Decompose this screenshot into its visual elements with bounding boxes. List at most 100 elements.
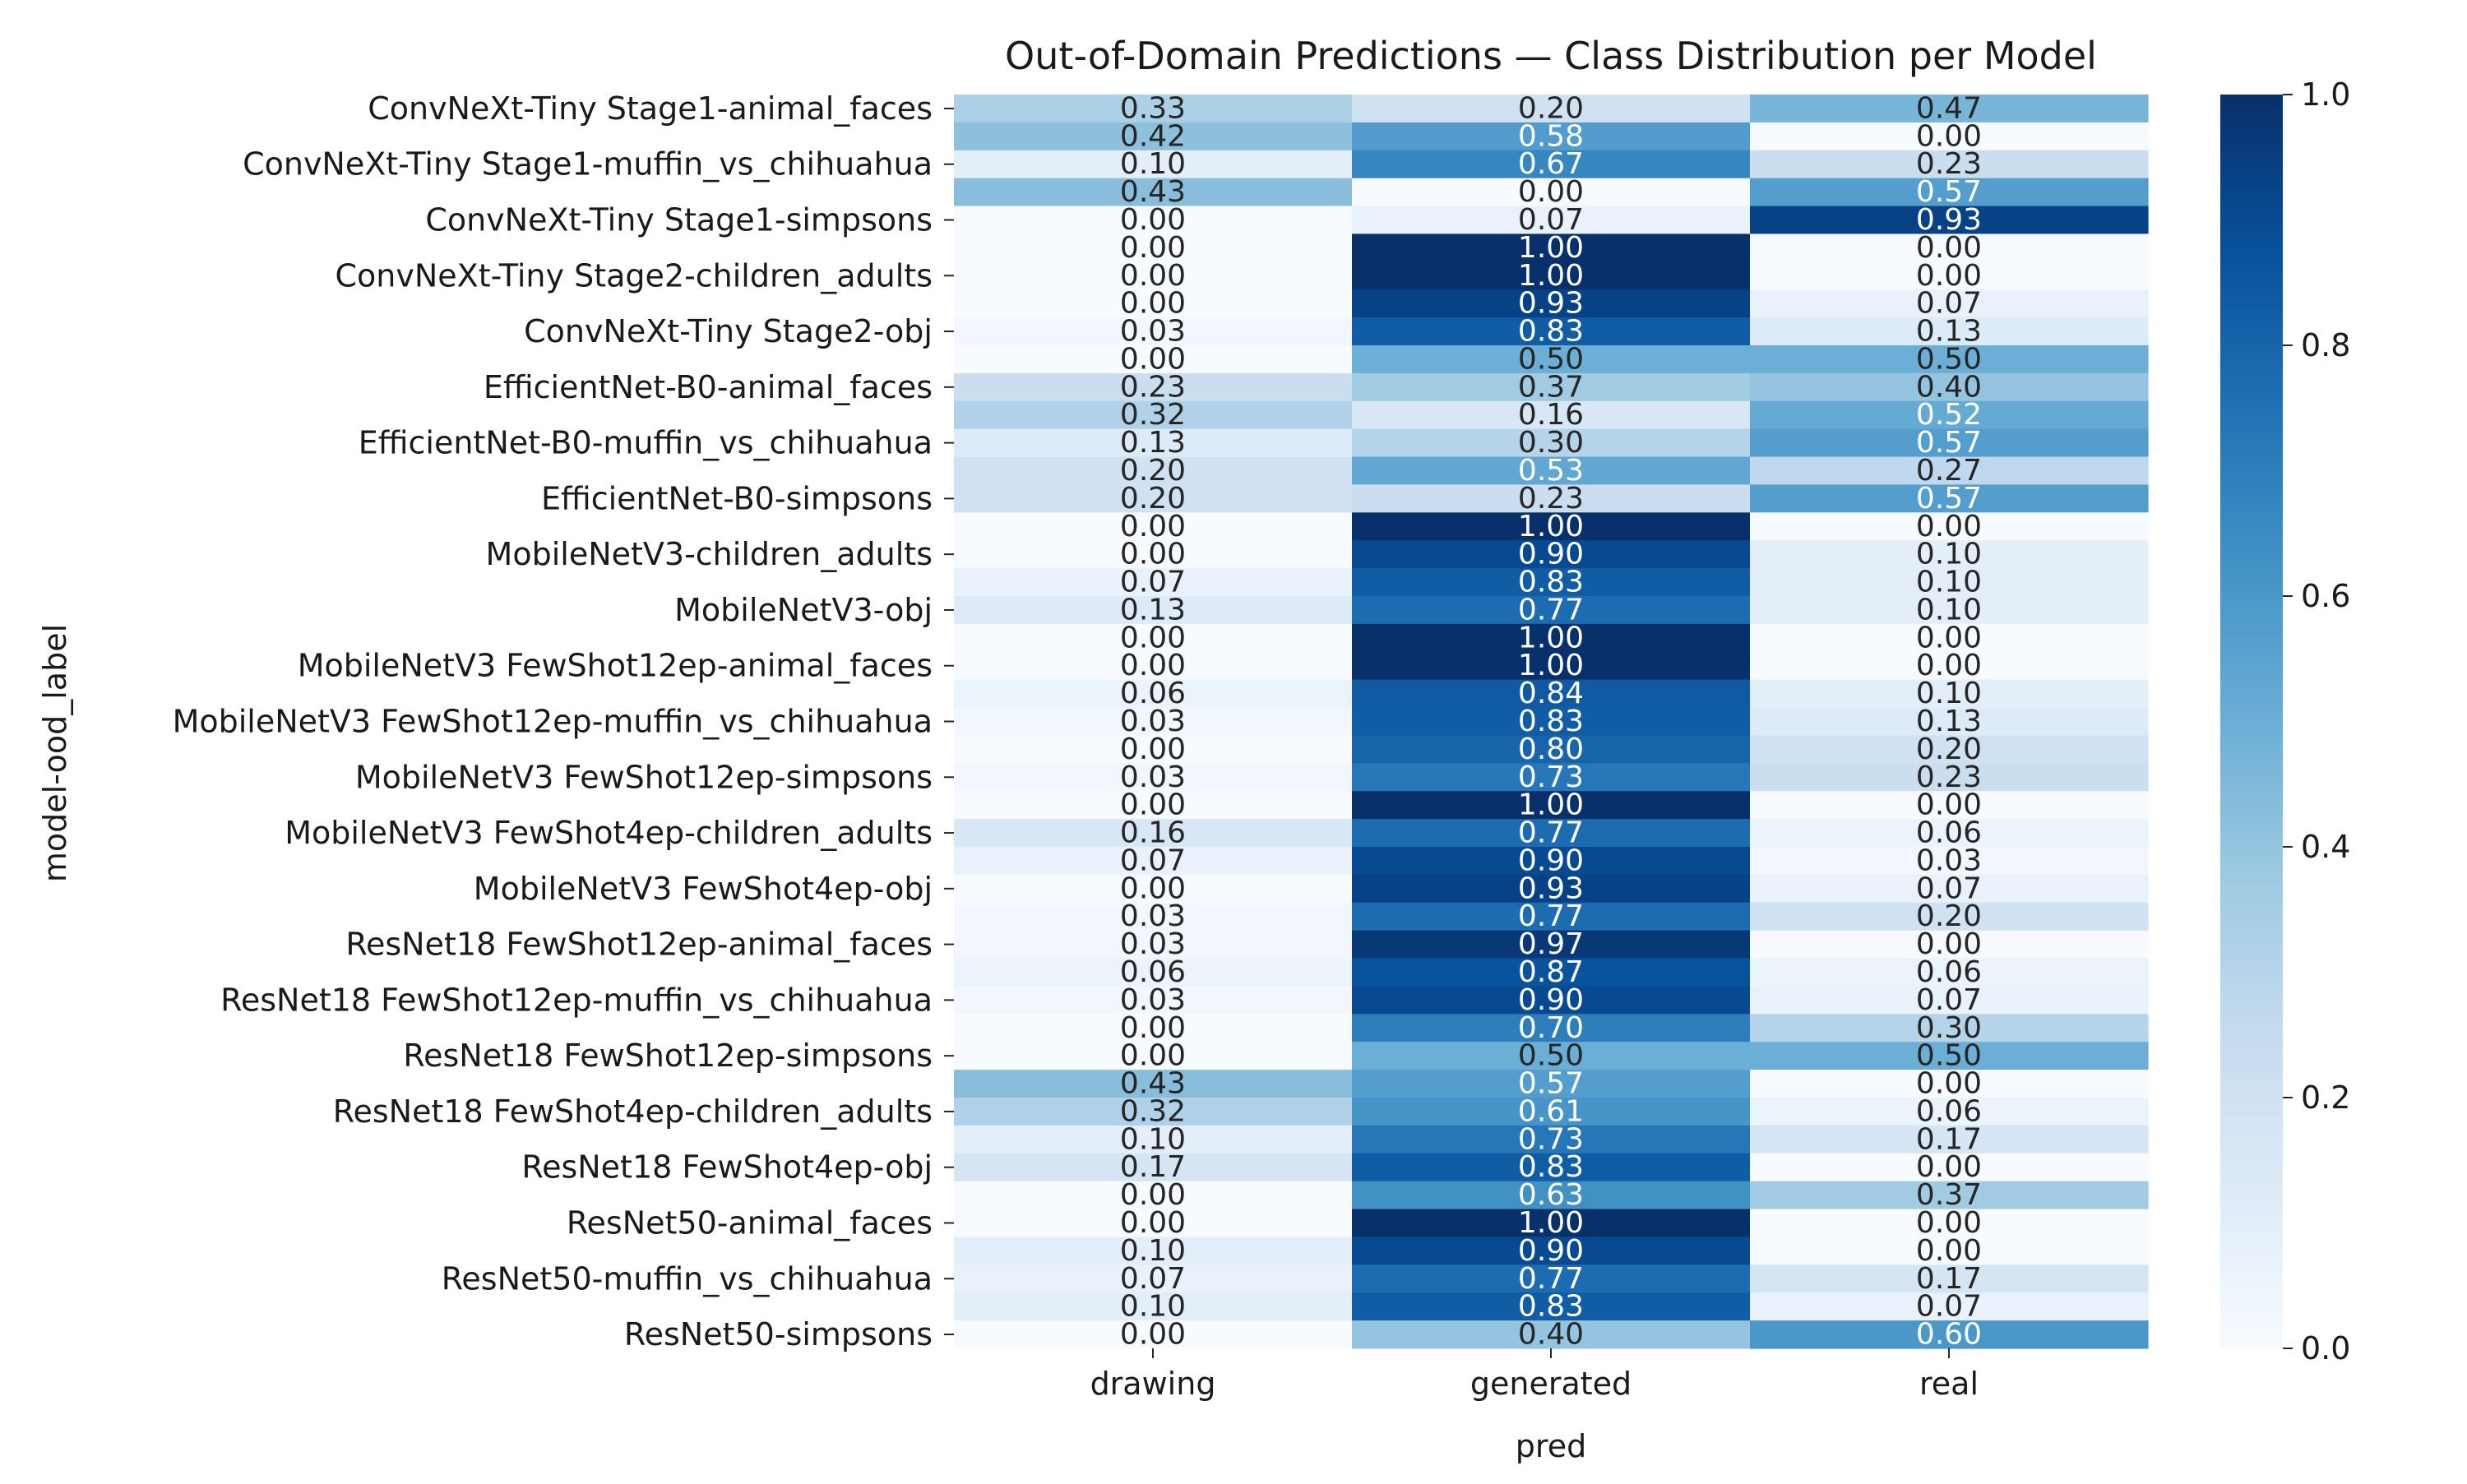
cell-value-label: 0.70 [1518, 1011, 1584, 1045]
heatmap-cell [1750, 206, 2149, 235]
heatmap-cell [1352, 791, 1751, 820]
heatmap-cell [1750, 902, 2149, 932]
heatmap-cell [1352, 1098, 1751, 1126]
heatmap-cell [1750, 679, 2149, 709]
heatmap-cell [1352, 1209, 1751, 1238]
cell-value-label: 1.00 [1518, 649, 1584, 682]
heatmap-cell [1750, 1181, 2149, 1210]
heatmap-cell [954, 763, 1353, 792]
cell-value-label: 0.07 [1120, 844, 1186, 877]
cell-value-label: 0.00 [1120, 871, 1186, 905]
colorbar-tick-label: 0.6 [2301, 578, 2350, 614]
heatmap-cell [954, 847, 1353, 876]
cell-value-label: 0.00 [1916, 649, 1982, 682]
heatmap-cells [954, 95, 2149, 1349]
heatmap-cell [954, 289, 1353, 318]
y-tick-label: ResNet18 FewShot4ep-obj [521, 1149, 933, 1186]
y-tick-label: EfficientNet-B0-animal_faces [484, 369, 933, 405]
y-axis-label: model-ood_label [37, 624, 73, 882]
colorbar-tick-label: 1.0 [2301, 76, 2350, 113]
heatmap-cell [1352, 1125, 1751, 1154]
heatmap-cell [954, 428, 1353, 458]
heatmap-cell [954, 1153, 1353, 1182]
heatmap-cell [954, 568, 1353, 597]
cell-value-label: 0.80 [1518, 733, 1584, 766]
heatmap-cell [1750, 1070, 2149, 1098]
cell-value-label: 1.00 [1518, 259, 1584, 293]
y-tick-label: MobileNetV3 FewShot4ep-obj [474, 871, 933, 907]
heatmap-cell [1352, 1014, 1751, 1042]
cell-value-label: 0.07 [1916, 287, 1982, 321]
heatmap-cell [954, 1181, 1353, 1210]
cell-value-label: 0.61 [1518, 1094, 1584, 1128]
heatmap-cell [1750, 233, 2149, 262]
heatmap-cell [1352, 902, 1751, 932]
cell-value-label: 0.10 [1120, 1234, 1186, 1268]
heatmap-cell [1352, 150, 1751, 179]
heatmap-cell [954, 986, 1353, 1015]
heatmap-cell [954, 512, 1353, 541]
cell-value-label: 0.32 [1120, 398, 1186, 432]
heatmap-cell [1352, 1153, 1751, 1182]
cell-value-label: 0.03 [1120, 705, 1186, 738]
heatmap-cell [1750, 484, 2149, 513]
cell-value-label: 0.37 [1916, 1178, 1982, 1212]
heatmap-cell [954, 930, 1353, 959]
cell-value-label: 0.00 [1120, 733, 1186, 766]
heatmap-cell [954, 1320, 1353, 1349]
heatmap-cell [1750, 289, 2149, 318]
heatmap-cell [1750, 1264, 2149, 1293]
cell-value-label: 0.07 [1916, 983, 1982, 1017]
cell-value-label: 0.20 [1916, 899, 1982, 933]
cell-value-label: 0.00 [1120, 1039, 1186, 1073]
cell-value-label: 0.00 [1120, 259, 1186, 293]
cell-value-label: 0.57 [1916, 482, 1982, 515]
cell-value-label: 0.00 [1916, 1206, 1982, 1240]
heatmap-cell [954, 122, 1353, 151]
cell-value-label: 1.00 [1518, 621, 1584, 654]
heatmap-cell [1750, 178, 2149, 207]
cell-value-label: 0.10 [1120, 1290, 1186, 1324]
y-tick-label: EfficientNet-B0-simpsons [541, 480, 933, 516]
x-axis: drawing generated real [1090, 1348, 1979, 1402]
heatmap-cell [1352, 847, 1751, 876]
cell-value-label: 0.43 [1120, 1067, 1186, 1101]
cell-value-label: 0.00 [1120, 510, 1186, 543]
y-tick-label: MobileNetV3 FewShot12ep-simpsons [355, 759, 933, 795]
y-tick-label: MobileNetV3 FewShot12ep-animal_faces [298, 648, 933, 684]
y-tick-label: MobileNetV3-children_adults [486, 536, 933, 572]
cell-value-label: 0.00 [1916, 1150, 1982, 1184]
cell-value-label: 1.00 [1518, 510, 1584, 543]
heatmap-cell [954, 651, 1353, 681]
cell-value-label: 0.10 [1120, 147, 1186, 181]
cell-value-label: 0.84 [1518, 677, 1584, 710]
heatmap-cell [1352, 651, 1751, 681]
heatmap-cell [1352, 930, 1751, 959]
cell-value-label: 0.90 [1518, 1234, 1584, 1268]
heatmap-cell [1750, 150, 2149, 179]
heatmap-cell [1352, 986, 1751, 1015]
heatmap-cell [1750, 317, 2149, 346]
heatmap-cell [1750, 1292, 2149, 1321]
cell-value-label: 0.10 [1916, 538, 1982, 571]
cell-value-label: 0.06 [1916, 1094, 1982, 1128]
heatmap-cell [1352, 958, 1751, 987]
cell-value-label: 0.00 [1916, 231, 1982, 265]
x-tick-label: generated [1470, 1366, 1632, 1402]
x-axis-label: pred [1516, 1428, 1586, 1464]
cell-value-label: 0.00 [1120, 788, 1186, 822]
cell-value-label: 0.07 [1120, 566, 1186, 599]
cell-value-label: 0.87 [1518, 955, 1584, 989]
cell-value-label: 0.06 [1120, 955, 1186, 989]
cell-value-label: 0.23 [1916, 147, 1982, 181]
cell-value-label: 0.77 [1518, 593, 1584, 626]
heatmap-cell [1352, 1292, 1751, 1321]
cell-value-label: 0.52 [1916, 398, 1982, 432]
cell-value-label: 0.32 [1120, 1094, 1186, 1128]
cell-value-label: 0.93 [1916, 203, 1982, 237]
colorbar: 0.0 0.2 0.4 0.6 0.8 1.0 [2220, 76, 2350, 1366]
heatmap-cell [1352, 874, 1751, 904]
heatmap-cell [954, 1237, 1353, 1265]
cell-value-label: 0.07 [1916, 1290, 1982, 1324]
